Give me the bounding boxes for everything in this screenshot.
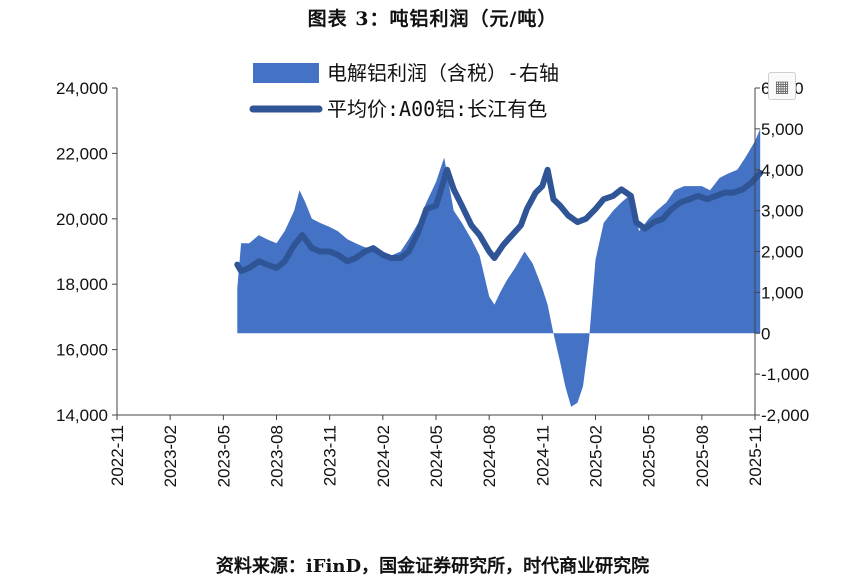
left-tick-label: 18,000	[56, 275, 108, 294]
x-tick-label: 2024-11	[533, 425, 552, 486]
right-tick-label: -1,000	[761, 365, 809, 384]
x-tick-label: 2022-11	[108, 425, 127, 486]
profit-area-series	[237, 128, 761, 407]
legend-label: 平均价:A00铝:长江有色	[327, 97, 547, 121]
left-axis-ticks: 14,000 16,000 18,000 20,000 22,000 24,000	[56, 79, 117, 425]
profit-area-layer	[237, 128, 761, 407]
left-tick-label: 20,000	[56, 210, 108, 229]
x-tick-label: 2023-11	[321, 425, 340, 486]
left-tick-label: 24,000	[56, 79, 108, 98]
left-tick-label: 14,000	[56, 406, 108, 425]
x-axis-ticks: 2022-11 2023-02 2023-05 2023-08 2023-11 2024-…	[108, 415, 765, 487]
left-tick-label: 16,000	[56, 341, 108, 360]
source-note: 资料来源：iFinD，国金证券研究所，时代商业研究院	[215, 556, 650, 577]
x-tick-label: 2023-05	[214, 425, 233, 487]
legend-label: 电解铝利润（含税）-右轴	[327, 61, 559, 85]
legend-swatch-area	[253, 63, 319, 83]
chart-title: 图表 3：吨铝利润（元/吨）	[307, 8, 558, 30]
right-tick-label: 0	[761, 324, 770, 343]
x-tick-label: 2025-11	[746, 425, 765, 486]
right-tick-label: -2,000	[761, 406, 809, 425]
price-line-series	[234, 166, 764, 275]
right-tick-label: 2,000	[761, 243, 804, 262]
left-tick-label: 22,000	[56, 144, 108, 163]
x-tick-label: 2023-08	[268, 425, 287, 487]
x-tick-label: 2025-05	[640, 425, 659, 487]
x-tick-label: 2024-08	[480, 425, 499, 487]
right-tick-label: 3,000	[761, 202, 804, 221]
right-tick-label: 1,000	[761, 283, 804, 302]
table-view-icon[interactable]: ▦	[768, 72, 796, 100]
right-tick-label: 5,000	[761, 120, 804, 139]
x-tick-label: 2024-02	[374, 425, 393, 487]
x-tick-label: 2024-05	[427, 425, 446, 487]
price-line-layer	[234, 166, 764, 275]
x-tick-label: 2023-02	[161, 425, 180, 487]
x-tick-label: 2025-08	[693, 425, 712, 487]
right-tick-label: 4,000	[761, 161, 804, 180]
x-tick-label: 2025-02	[587, 425, 606, 487]
right-axis-ticks: -2,000-1,00001,0002,0003,0004,0005,0006,…	[755, 79, 809, 425]
